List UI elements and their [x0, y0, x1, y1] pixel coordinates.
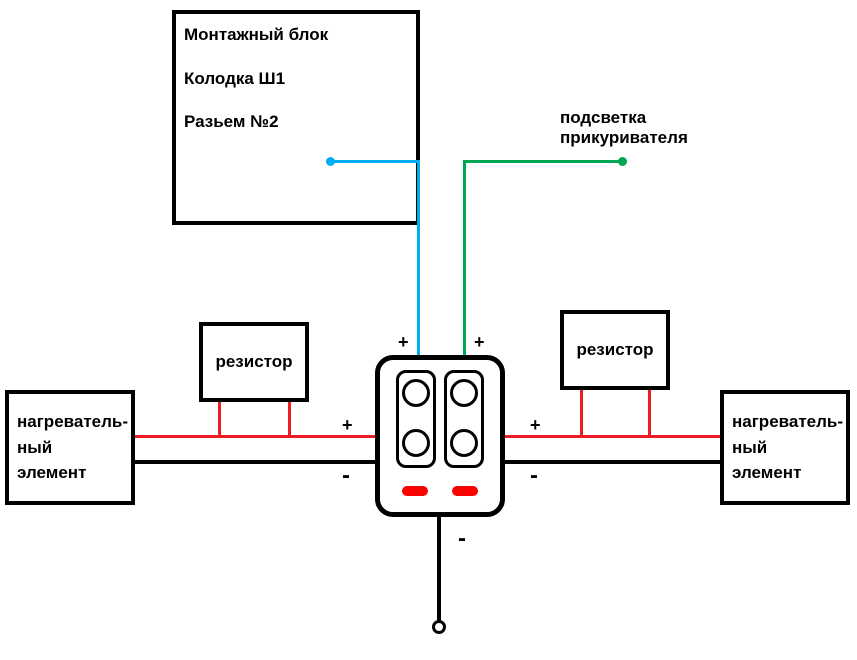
resistor-left-label: резистор: [215, 349, 292, 375]
minus-bottom: -: [458, 525, 466, 553]
led-left: [402, 486, 428, 496]
resistor-right-box: резистор: [560, 310, 670, 390]
plus-left-mid: +: [342, 415, 353, 436]
switch-col-left: [396, 370, 436, 468]
heater-left-line1: нагреватель-: [17, 409, 123, 435]
led-right: [452, 486, 478, 496]
main-block-box: Монтажный блок Колодка Ш1 Разьем №2: [172, 10, 420, 225]
heater-right-box: нагреватель- ный элемент: [720, 390, 850, 505]
lighter-line1: подсветка: [560, 108, 688, 128]
heater-left-line3: элемент: [17, 460, 123, 486]
resistor-left-box: резистор: [199, 322, 309, 402]
green-wire-terminal: [618, 157, 627, 166]
blue-wire-terminal: [326, 157, 335, 166]
black-left-heater-h: [135, 460, 375, 464]
red-right-res-down2: [648, 390, 651, 437]
switch-block: [375, 355, 505, 517]
red-left-res-down2: [288, 402, 291, 437]
green-wire-v: [463, 160, 466, 355]
blue-wire-h: [330, 160, 420, 163]
minus-left: -: [342, 462, 350, 490]
black-ground-v: [437, 517, 441, 625]
heater-left-box: нагреватель- ный элемент: [5, 390, 135, 505]
main-block-line2: Колодка Ш1: [184, 66, 408, 92]
green-wire-h: [463, 160, 621, 163]
switch-col-right: [444, 370, 484, 468]
heater-left-line2: ный: [17, 435, 123, 461]
heater-right-line2: ный: [732, 435, 838, 461]
red-left-heater-h: [135, 435, 375, 438]
red-right-res-down1: [580, 390, 583, 437]
heater-right-line3: элемент: [732, 460, 838, 486]
blue-wire-v: [417, 160, 420, 355]
switch-circle-tl: [402, 379, 430, 407]
lighter-line2: прикуривателя: [560, 128, 688, 148]
resistor-right-label: резистор: [576, 337, 653, 363]
plus-right-top: +: [474, 332, 485, 353]
red-left-res-down1: [218, 402, 221, 437]
lighter-backlight-label: подсветка прикуривателя: [560, 108, 688, 148]
plus-left-top: +: [398, 332, 409, 353]
switch-circle-br: [450, 429, 478, 457]
switch-circle-tr: [450, 379, 478, 407]
main-block-line1: Монтажный блок: [184, 22, 408, 48]
minus-right: -: [530, 462, 538, 490]
main-block-line3: Разьем №2: [184, 109, 408, 135]
plus-right-mid: +: [530, 415, 541, 436]
ground-terminal: [432, 620, 446, 634]
heater-right-line1: нагреватель-: [732, 409, 838, 435]
switch-circle-bl: [402, 429, 430, 457]
